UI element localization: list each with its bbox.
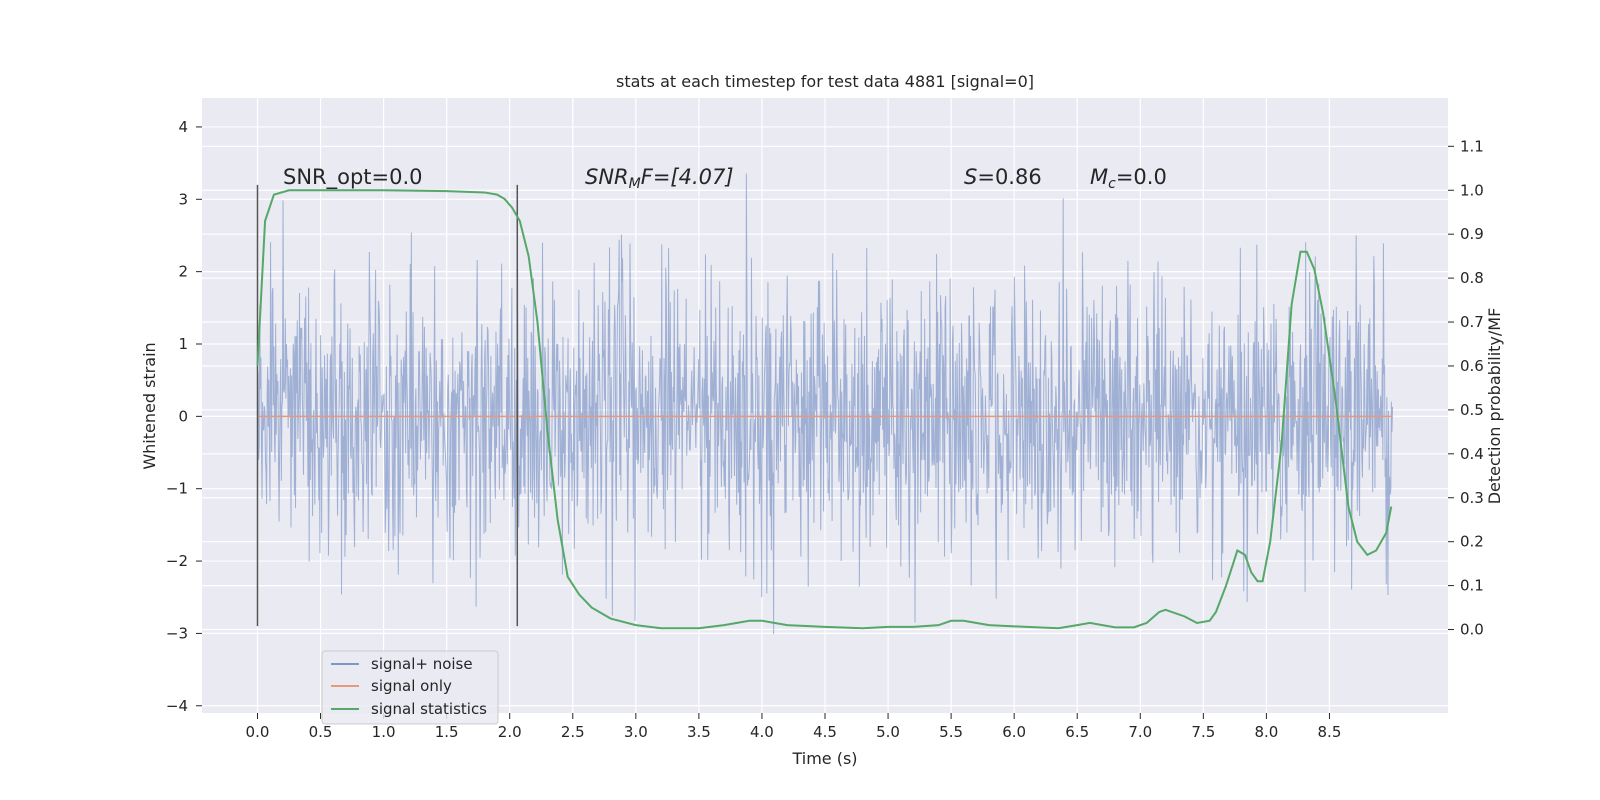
x-tick-label: 1.0 xyxy=(372,723,396,741)
annotation-snr-mf-prefix: SNR xyxy=(585,165,629,189)
y-axis-label-left: Whitened strain xyxy=(140,342,159,469)
axes: 0.0 0.5 1.0 1.5 2.0 2.5 3.0 3.5 4.0 4.5 5.0 5.5 6.0 6… xyxy=(166,118,1484,741)
legend: signal+ noise signal only signal statist… xyxy=(321,650,499,725)
annotation-mc: Mc=0.0 xyxy=(1090,165,1167,192)
annotation-snr-mf-suffix: F=[4.07] xyxy=(641,165,734,189)
y-right-tick-label: 0.7 xyxy=(1460,313,1484,331)
annotation-mc-value: =0.0 xyxy=(1116,165,1167,189)
y-right-tick-label: 0.3 xyxy=(1460,489,1484,507)
x-tick-label: 7.5 xyxy=(1191,723,1215,741)
plot-area xyxy=(256,173,1394,634)
y-right-tick-label: 0.8 xyxy=(1460,269,1484,287)
legend-label-signal-noise: signal+ noise xyxy=(371,655,473,673)
x-tick-label: 4.5 xyxy=(813,723,837,741)
y-right-tick-label: 0.9 xyxy=(1460,225,1484,243)
x-tick-label: 3.0 xyxy=(624,723,648,741)
annotation-mc-sub: c xyxy=(1108,176,1116,192)
chart-title: stats at each timestep for test data 488… xyxy=(616,72,1034,91)
y-left-tick-label: −2 xyxy=(166,552,188,570)
y-left-tick-label: 1 xyxy=(178,335,188,353)
y-left-tick-label: 4 xyxy=(178,118,188,136)
annotation-s: S=0.86 xyxy=(964,165,1042,189)
y-left-tick-label: 3 xyxy=(178,190,188,208)
y-left-tick-label: −4 xyxy=(166,697,188,715)
annotation-snr-mf: SNRMF=[4.07] xyxy=(585,165,734,192)
x-tick-label: 0.5 xyxy=(309,723,333,741)
x-tick-label: 5.0 xyxy=(876,723,900,741)
y-right-tick-label: 0.0 xyxy=(1460,621,1484,639)
annotation-snr-mf-sub: M xyxy=(629,176,641,192)
x-tick-label: 8.0 xyxy=(1254,723,1278,741)
x-tick-label: 2.0 xyxy=(498,723,522,741)
annotation-mc-label: M xyxy=(1090,165,1108,189)
y-right-tick-label: 0.1 xyxy=(1460,577,1484,595)
y-right-tick-label: 0.2 xyxy=(1460,533,1484,551)
x-tick-label: 0.0 xyxy=(246,723,270,741)
series-signal-statistics xyxy=(256,189,1393,630)
annotation-snr-opt: SNR_opt=0.0 xyxy=(283,165,423,190)
x-tick-label: 2.5 xyxy=(561,723,585,741)
x-tick-label: 8.5 xyxy=(1318,723,1342,741)
legend-box xyxy=(321,650,499,725)
y-left-tick-label: −1 xyxy=(166,480,188,498)
y-right-tick-label: 0.5 xyxy=(1460,401,1484,419)
y-left-tick-label: 0 xyxy=(178,407,188,425)
y-right-tick-label: 0.6 xyxy=(1460,357,1484,375)
x-tick-label: 7.0 xyxy=(1128,723,1152,741)
y-right-tick-label: 1.1 xyxy=(1460,137,1484,155)
y-right-tick-label: 0.4 xyxy=(1460,445,1484,463)
y-right-tick-label: 1.0 xyxy=(1460,181,1484,199)
y-left-tick-label: −3 xyxy=(166,624,188,642)
x-tick-label: 6.5 xyxy=(1065,723,1089,741)
x-tick-label: 6.0 xyxy=(1002,723,1026,741)
x-tick-label: 3.5 xyxy=(687,723,711,741)
x-tick-label: 1.5 xyxy=(435,723,459,741)
legend-label-signal-only: signal only xyxy=(371,677,452,695)
legend-label-signal-statistics: signal statistics xyxy=(371,700,487,718)
x-axis-label: Time (s) xyxy=(791,749,857,768)
y-axis-label-right: Detection probability/MF xyxy=(1485,308,1504,505)
x-tick-label: 5.5 xyxy=(939,723,963,741)
series-signal-noise xyxy=(256,173,1394,634)
x-tick-label: 4.0 xyxy=(750,723,774,741)
annotation-s-value: =0.86 xyxy=(977,165,1041,189)
annotation-s-label: S xyxy=(964,165,977,189)
y-left-tick-label: 2 xyxy=(178,263,188,281)
